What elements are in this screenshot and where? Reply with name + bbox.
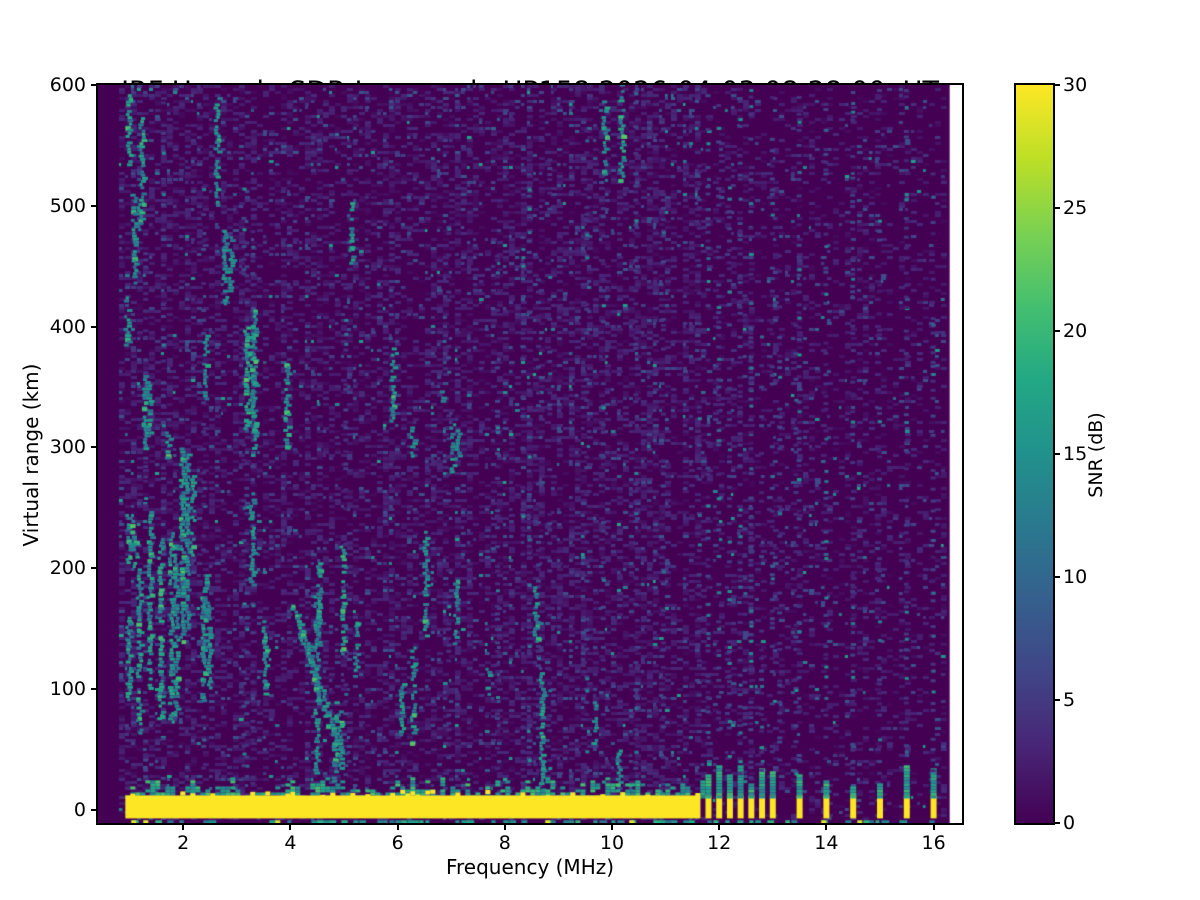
colorbar-tick-label: 10 <box>1063 566 1088 588</box>
colorbar-tick-label: 25 <box>1063 197 1088 219</box>
x-tick-mark <box>825 825 828 830</box>
colorbar-tick-mark <box>1055 330 1060 332</box>
y-tick-mark <box>91 84 96 86</box>
y-tick-mark <box>91 808 96 811</box>
y-tick-label: 0 <box>73 798 86 821</box>
x-tick-label: 6 <box>391 832 404 854</box>
x-tick-mark <box>289 825 292 830</box>
y-tick-label: 500 <box>49 194 86 217</box>
colorbar-tick-mark <box>1055 207 1060 209</box>
x-tick-mark <box>718 825 721 830</box>
colorbar-tick-mark <box>1055 699 1060 701</box>
x-tick-mark <box>396 825 399 830</box>
x-tick-label: 8 <box>498 832 511 854</box>
colorbar-tick-mark <box>1055 453 1060 455</box>
x-tick-mark <box>503 825 506 830</box>
y-tick-mark <box>91 567 96 570</box>
colorbar-gradient <box>1016 85 1053 823</box>
y-tick-label: 100 <box>49 678 86 701</box>
y-tick-label: 200 <box>49 557 86 580</box>
colorbar-tick-label: 0 <box>1063 812 1076 834</box>
colorbar-tick-mark <box>1055 576 1060 578</box>
y-tick-mark <box>91 446 96 449</box>
colorbar-tick-label: 30 <box>1063 74 1088 96</box>
x-tick-label: 12 <box>707 832 732 854</box>
y-tick-label: 600 <box>49 74 86 96</box>
y-tick-mark <box>91 204 96 207</box>
y-tick-label: 400 <box>49 315 86 338</box>
colorbar-tick-label: 5 <box>1063 689 1076 711</box>
x-tick-mark <box>932 825 935 830</box>
x-axis-label: Frequency (MHz) <box>445 855 615 879</box>
x-tick-label: 16 <box>921 832 946 854</box>
colorbar-tick-label: 20 <box>1063 320 1088 342</box>
y-tick-mark <box>91 688 96 691</box>
x-tick-mark <box>611 825 613 830</box>
x-tick-mark <box>182 825 185 830</box>
x-tick-label: 10 <box>599 832 625 854</box>
ionogram-heatmap <box>98 85 962 823</box>
y-tick-label: 300 <box>49 436 86 459</box>
x-tick-label: 2 <box>177 832 190 854</box>
colorbar-tick-mark <box>1055 84 1060 86</box>
x-tick-label: 14 <box>814 832 839 854</box>
x-tick-label: 4 <box>284 832 297 854</box>
colorbar-tick-mark <box>1055 822 1060 824</box>
colorbar-tick-label: 15 <box>1063 443 1088 465</box>
y-tick-mark <box>91 325 96 328</box>
